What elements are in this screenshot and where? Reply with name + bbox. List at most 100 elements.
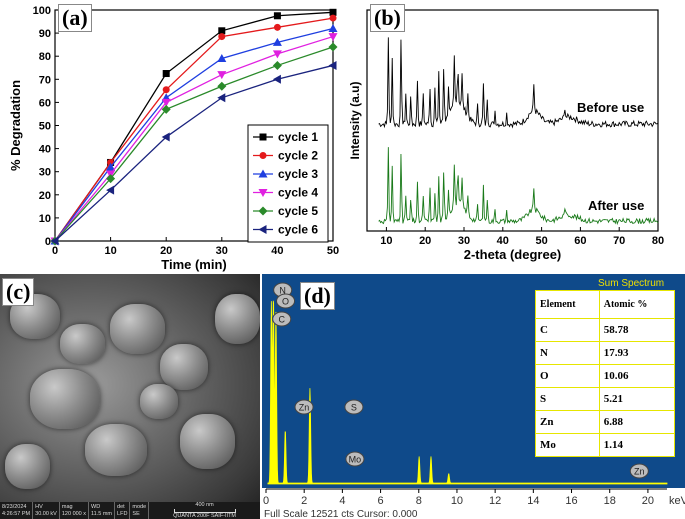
sem-info-bar: 8/23/2024 4:26:57 PM HV 30.00 kV mag 120… [0,502,260,519]
sem-time: 4:26:57 PM [2,510,31,517]
eds-table-header: Element Atomic % [535,290,676,319]
data-point [329,14,337,22]
data-point [50,236,59,246]
y-tick-label: 80 [39,51,51,63]
x-tick-label: 8 [416,495,422,507]
sem-image: (c) 8/23/2024 4:26:57 PM HV 30.00 kV mag… [0,274,260,519]
series-after-use [378,147,659,226]
x-tick-label: 14 [527,495,539,507]
sem-scale: 400 nm QUANTA 200F SAIF-IITM [149,502,260,519]
table-row: Zn 6.88 [535,410,676,434]
y-axis-label: % Degradation [8,80,23,171]
x-tick-label: 30 [216,245,228,257]
eds-atomic: 10.06 [598,364,676,388]
series-line [54,46,334,242]
table-row: N 17.93 [535,341,676,365]
spectrum-fill [267,300,668,485]
x-tick-label: 0 [263,495,269,507]
data-point [328,33,338,42]
peak-label: N [279,286,286,296]
x-tick-label: 6 [378,495,384,507]
sem-mode-value: SE [132,510,140,517]
series-cycle-6 [50,60,337,246]
series-label-before: Before use [577,100,644,115]
peak-label-bg [272,311,292,327]
x-tick-label: 30 [458,235,470,247]
sem-mag: mag 120 000 x [60,502,90,519]
legend-box [247,124,329,243]
panel-d: NOCZnSMoZnZn Sum Spectrum Element Atomic… [262,274,685,519]
data-point [272,50,282,59]
eds-axis: 0 2 4 6 8 10 12 14 16 18 20 keV Full Scale 12521 cts… [263,488,685,519]
data-point [328,23,338,32]
particle [60,324,105,364]
legend-label: cycle 2 [278,149,318,163]
particle [180,414,235,469]
data-point [273,12,281,20]
eds-atomic: 6.88 [598,410,676,434]
peak-label-bg [629,463,649,479]
eds-element: C [535,318,600,342]
sem-scale-label: 400 nm [195,502,214,508]
y-tick-label: 10 [39,213,51,225]
data-point [217,93,226,103]
sem-mag-value: 120 000 x [61,510,87,517]
x-tick-label: 16 [565,495,577,507]
eds-atomic: 58.78 [598,318,676,342]
degradation-chart: 0 10 20 30 40 50 60 70 80 90 100 0 10 20 30 40 50 Time (m… [8,5,339,272]
sem-instrument: QUANTA 200F SAIF-IITM [173,513,237,519]
series-line [54,35,334,242]
eds-atomic: 5.21 [598,387,676,411]
peak-label: Mo [349,455,362,465]
x-tick-label: 60 [574,235,586,247]
sem-wd: WD 11.5 mm [89,502,116,519]
eds-element: Zn [535,410,600,434]
eds-header-element: Element [535,290,600,319]
peak-label: Zn [634,467,645,477]
sem-mode: mode SE [130,502,150,519]
data-point [258,169,268,178]
table-row: S 5.21 [535,387,676,411]
table-row: Mo 1.14 [535,433,676,457]
y-tick-label: 40 [39,144,51,156]
x-tick-label: 20 [160,245,172,257]
legend-label: cycle 3 [278,167,318,181]
eds-atomic: 1.14 [598,433,676,457]
x-tick-label: 18 [604,495,616,507]
sem-det: det LFD [115,502,131,519]
eds-plot-area: NOCZnSMoZnZn Sum Spectrum Element Atomic… [262,274,685,488]
data-point [259,152,267,159]
sem-scale-bar [173,509,236,513]
sem-date: 8/23/2024 [2,504,27,510]
x-axis-label: Time (min) [161,257,227,272]
peak-label-bg [276,293,296,309]
particle [85,424,147,476]
legend-label: cycle 4 [278,186,318,200]
eds-element: Mo [535,433,600,457]
x-tick-label: 10 [104,245,116,257]
x-tick-label: 80 [652,235,664,247]
series-before-use [378,37,659,129]
y-tick-label: 60 [39,97,51,109]
data-point [273,23,281,31]
x-tick-label: 10 [380,235,392,247]
x-axis-label: keV [669,495,685,507]
y-tick-label: 100 [33,5,51,17]
data-point [106,162,116,171]
series-line [54,27,334,242]
data-point [217,54,227,63]
peak-label: O [282,297,289,307]
particle [215,294,260,344]
sem-hv-value: 30.00 kV [35,510,57,517]
x-tick-label: 70 [613,235,625,247]
data-point [259,133,267,141]
series-label-after: After use [588,198,644,213]
data-point [272,37,282,46]
y-tick-label: 90 [39,28,51,40]
eds-element: S [535,387,600,411]
panel-d-label: (d) [300,282,335,310]
plot-frame [366,9,659,232]
x-tick-label: 50 [535,235,547,247]
panel-b-label: (b) [370,4,405,32]
data-point [161,132,170,142]
